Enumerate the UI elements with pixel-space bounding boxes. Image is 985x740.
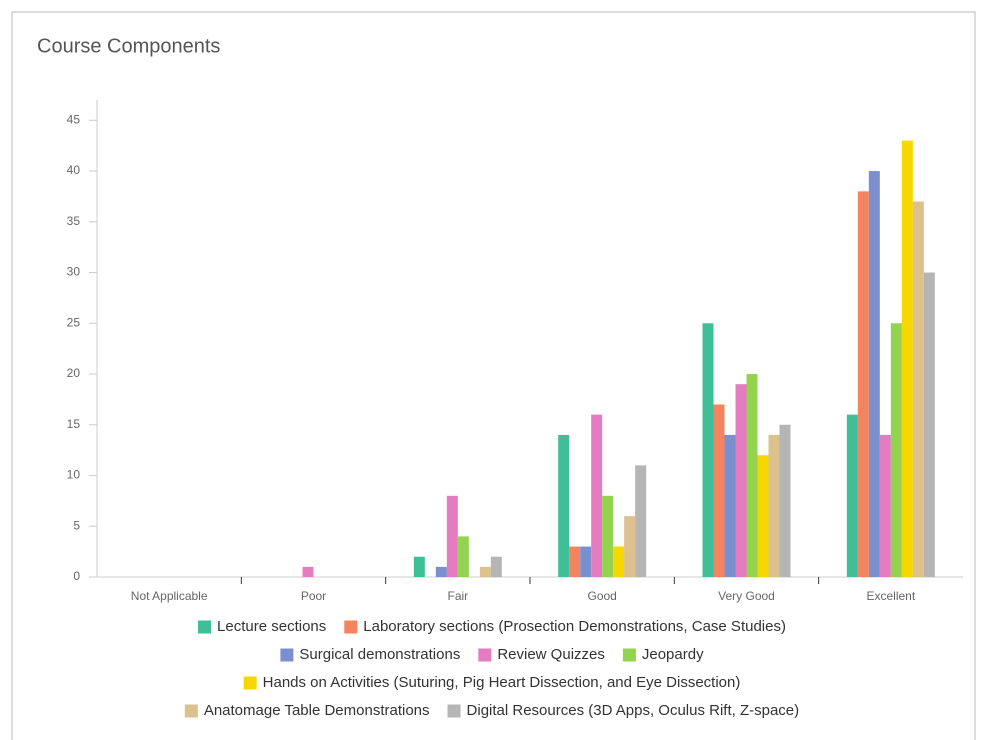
bar bbox=[613, 546, 625, 577]
bar bbox=[302, 566, 314, 577]
bar bbox=[901, 140, 913, 577]
y-tick-label: 45 bbox=[67, 112, 81, 126]
bar bbox=[702, 323, 714, 577]
x-tick-label: Good bbox=[587, 589, 616, 603]
x-tick-label: Fair bbox=[447, 589, 468, 603]
y-tick-label: 5 bbox=[73, 518, 80, 532]
legend-swatch bbox=[344, 620, 358, 634]
bar bbox=[435, 566, 447, 577]
bar bbox=[558, 434, 570, 577]
legend-label: Digital Resources (3D Apps, Oculus Rift,… bbox=[467, 702, 800, 719]
bar bbox=[757, 455, 769, 577]
bar bbox=[735, 384, 747, 577]
legend-swatch bbox=[280, 648, 294, 662]
x-tick-label: Not Applicable bbox=[131, 589, 208, 603]
bar bbox=[624, 516, 636, 577]
legend-label: Surgical demonstrations bbox=[299, 646, 460, 663]
legend-swatch bbox=[478, 648, 492, 662]
bar bbox=[890, 323, 902, 577]
frame bbox=[11, 11, 976, 740]
legend-label: Hands on Activities (Suturing, Pig Heart… bbox=[263, 674, 741, 691]
y-tick-label: 40 bbox=[67, 163, 81, 177]
bar bbox=[490, 556, 502, 577]
bar bbox=[857, 191, 869, 577]
y-tick-label: 0 bbox=[73, 569, 80, 583]
bar bbox=[569, 546, 581, 577]
y-tick-label: 35 bbox=[67, 214, 81, 228]
y-tick-label: 15 bbox=[67, 417, 81, 431]
bar bbox=[713, 404, 725, 577]
bar bbox=[635, 465, 647, 577]
chart-title: Course Components bbox=[37, 35, 220, 57]
legend-swatch bbox=[243, 676, 257, 690]
legend-swatch bbox=[447, 704, 461, 718]
legend-label: Laboratory sections (Prosection Demonstr… bbox=[363, 618, 786, 635]
bar bbox=[868, 171, 880, 578]
x-tick-label: Very Good bbox=[718, 589, 775, 603]
bar bbox=[446, 495, 458, 577]
bar bbox=[768, 434, 780, 577]
bar bbox=[779, 424, 791, 577]
y-tick-label: 20 bbox=[67, 366, 81, 380]
bar bbox=[413, 556, 425, 577]
bar bbox=[846, 414, 858, 577]
bar bbox=[724, 434, 736, 577]
y-tick-label: 10 bbox=[67, 468, 81, 482]
bar bbox=[923, 272, 935, 577]
bar bbox=[879, 434, 891, 577]
legend-swatch bbox=[622, 648, 636, 662]
bar bbox=[746, 374, 758, 577]
y-tick-label: 30 bbox=[67, 265, 81, 279]
legend-swatch bbox=[198, 620, 212, 634]
legend-swatch bbox=[184, 704, 198, 718]
bar bbox=[580, 546, 592, 577]
bar bbox=[602, 495, 614, 577]
bar bbox=[457, 536, 469, 577]
x-tick-label: Poor bbox=[301, 589, 326, 603]
legend-label: Lecture sections bbox=[217, 618, 326, 635]
bar bbox=[479, 566, 491, 577]
bar bbox=[912, 201, 924, 577]
legend-label: Anatomage Table Demonstrations bbox=[204, 702, 430, 719]
x-tick-label: Excellent bbox=[866, 589, 915, 603]
y-tick-label: 25 bbox=[67, 315, 81, 329]
legend-label: Review Quizzes bbox=[497, 646, 605, 663]
legend-label: Jeopardy bbox=[642, 646, 704, 663]
bar bbox=[591, 414, 603, 577]
